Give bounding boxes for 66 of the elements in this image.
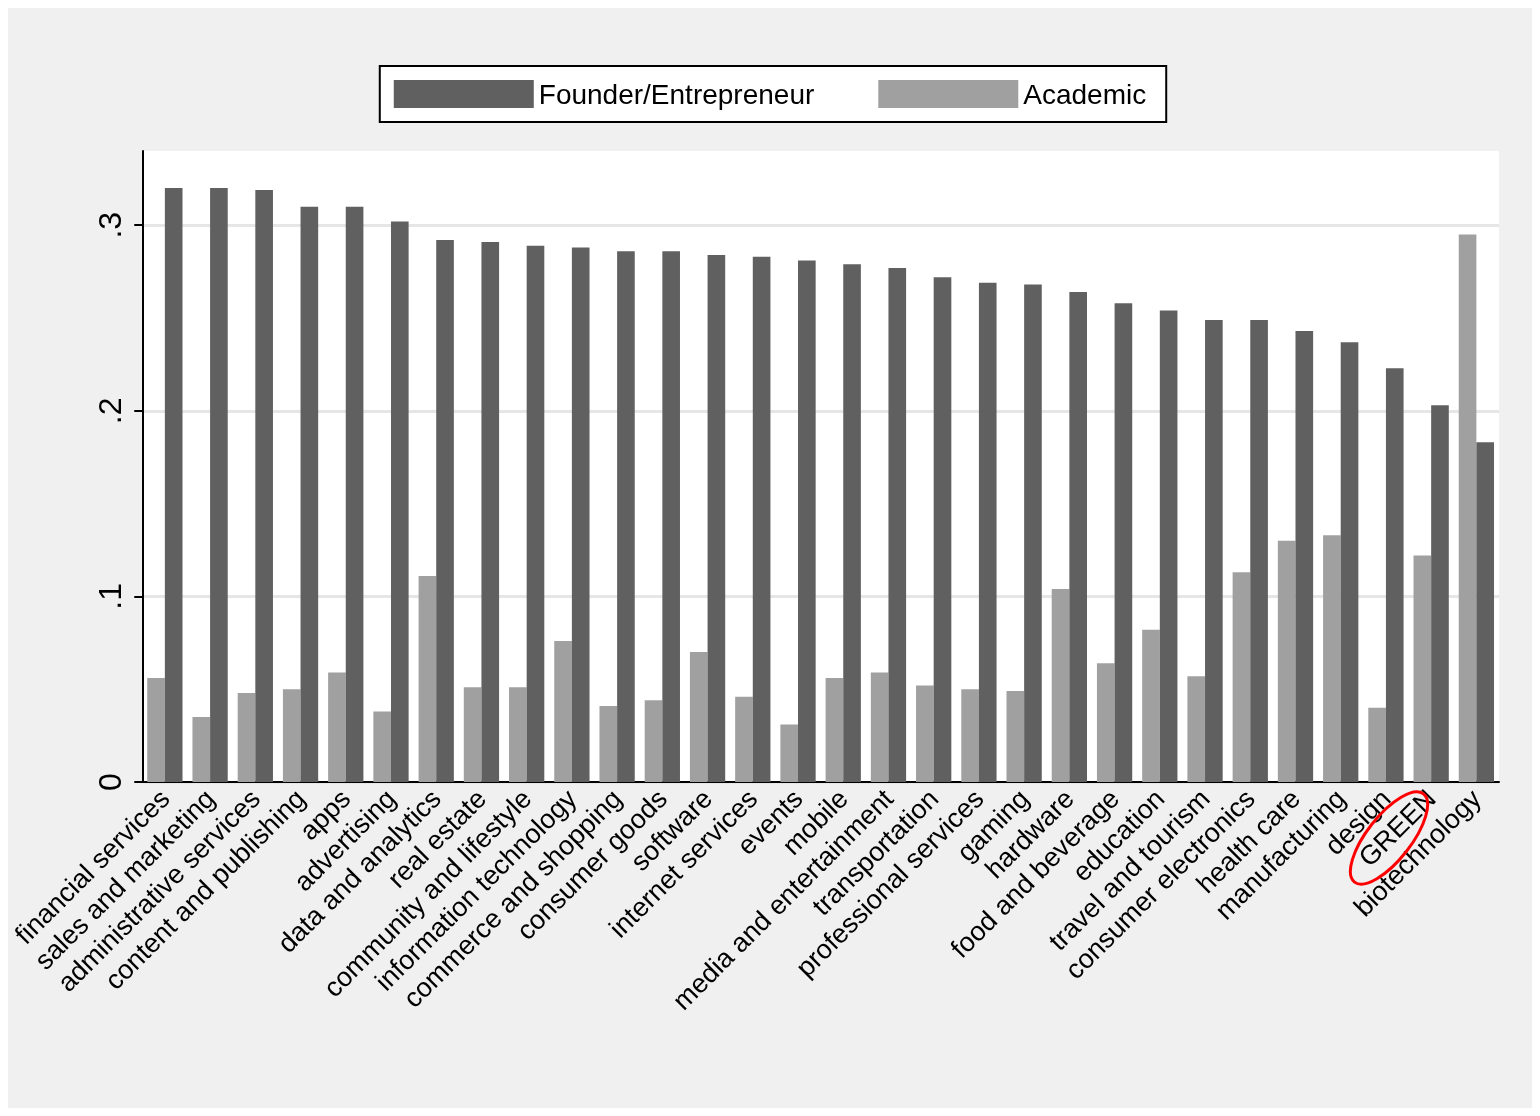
bar [1385,368,1404,782]
bar [192,717,211,782]
bar [1277,540,1296,782]
bar [1159,310,1178,782]
bar [1205,319,1223,782]
bar [1250,319,1268,782]
bar [1142,629,1160,782]
bar [509,687,527,782]
bar [237,692,256,782]
bar [282,689,301,782]
bar [780,724,799,782]
y-tick-label: 0 [92,773,129,791]
bar [1413,555,1432,782]
bar [689,652,708,782]
bar [210,188,228,782]
bar [526,245,545,782]
bar [1051,588,1070,782]
bar [825,678,844,782]
bar [481,241,500,782]
bar [798,260,816,782]
bar [1476,442,1495,782]
bar [916,685,934,782]
bar [300,206,319,782]
y-tick-label: .3 [92,211,129,239]
y-tick-label: .1 [92,583,129,610]
bar [933,277,952,782]
bar [571,247,590,782]
bar [735,696,753,782]
bar [888,267,907,782]
bar [328,672,346,782]
bar [1458,234,1477,782]
bar [1096,663,1115,782]
bar [345,206,364,782]
bar [1232,572,1251,782]
bar [1006,691,1025,782]
bar [978,282,997,782]
bar [1323,535,1341,782]
bar [843,264,861,782]
bar [554,640,572,782]
bar [147,678,165,782]
bar [436,240,454,782]
bar [1114,303,1133,782]
bar [373,711,391,782]
bar [707,254,726,782]
bar [1295,331,1314,782]
bar [1340,342,1359,782]
bar [1024,284,1042,782]
bar [1187,676,1206,782]
bar [463,687,482,782]
legend-label: Founder/Entrepreneur [538,78,815,110]
bar [870,672,889,782]
bar [599,705,618,782]
bar [662,251,680,782]
bar [418,576,437,782]
bar [164,188,183,782]
bar [961,689,979,782]
bar [1431,405,1449,782]
bar [617,251,635,782]
y-tick-label: .2 [92,397,129,425]
bar [390,221,409,782]
bar [255,189,273,782]
bar [752,256,771,782]
legend-label: Academic [1023,78,1147,110]
bar [1368,707,1386,782]
bar [644,700,663,782]
bar [1069,292,1087,782]
